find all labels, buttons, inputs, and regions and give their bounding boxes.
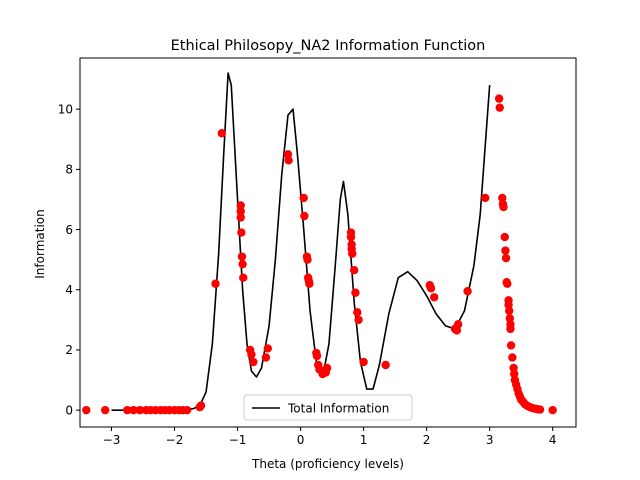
x-tick-label: 3 xyxy=(486,433,494,447)
x-tick-label: −2 xyxy=(166,433,184,447)
scatter-point xyxy=(238,259,247,269)
scatter-point xyxy=(463,287,472,296)
y-tick-label: 6 xyxy=(65,223,73,237)
scatter-point xyxy=(322,363,332,373)
scatter-point xyxy=(263,344,273,353)
scatter-point xyxy=(312,351,322,361)
chart-title: Ethical Philosopy_NA2 Information Functi… xyxy=(171,38,486,54)
x-axis-label: Theta (proficiency levels) xyxy=(251,457,404,471)
scatter-point xyxy=(129,405,138,415)
scatter-point xyxy=(501,246,510,255)
scatter-point xyxy=(359,357,368,367)
scatter-point xyxy=(236,213,245,222)
scatter-point xyxy=(508,353,517,362)
scatter-point xyxy=(501,253,511,263)
scatter-point xyxy=(261,353,271,362)
y-tick-label: 0 xyxy=(65,403,73,417)
legend: Total Information xyxy=(243,394,413,421)
x-tick-label: 0 xyxy=(297,433,305,447)
scatter-point xyxy=(211,279,220,288)
scatter-point xyxy=(300,211,309,221)
scatter-point xyxy=(305,279,314,288)
scatter-point xyxy=(303,255,312,264)
y-tick-label: 4 xyxy=(65,283,73,297)
scatter-point xyxy=(494,94,504,103)
scatter-point xyxy=(535,405,545,414)
scatter-point xyxy=(495,103,504,112)
scatter-point xyxy=(354,315,363,325)
legend-label: Total Information xyxy=(287,402,389,416)
scatter-point xyxy=(548,405,557,415)
scatter-point xyxy=(351,288,360,297)
plot-area xyxy=(82,72,557,415)
axes-frame xyxy=(79,57,577,428)
scatter-point xyxy=(101,405,110,415)
scatter-point xyxy=(504,306,514,316)
scatter-point xyxy=(182,405,192,415)
x-tick-label: 1 xyxy=(360,433,368,447)
scatter-point xyxy=(453,320,463,329)
scatter-point xyxy=(481,193,490,203)
scatter-point xyxy=(499,202,508,212)
scatter-point xyxy=(236,207,245,216)
scatter-point xyxy=(506,341,516,350)
scatter-point xyxy=(299,193,308,203)
scatter-point xyxy=(353,308,362,317)
scatter-point xyxy=(217,129,226,138)
scatter-point xyxy=(348,249,357,258)
scatter-point xyxy=(500,232,509,242)
x-tick-label: 4 xyxy=(549,433,557,447)
series-line-total-information xyxy=(111,72,491,411)
y-tick-label: 2 xyxy=(65,343,73,357)
scatter-point xyxy=(236,201,245,210)
x-tick-label: 2 xyxy=(423,433,431,447)
scatter-point xyxy=(135,405,145,415)
x-tick-label: −3 xyxy=(103,433,121,447)
scatter-point xyxy=(239,273,248,282)
scatter-point xyxy=(503,279,512,288)
scatter-point xyxy=(247,350,256,359)
x-axis-ticks: −3 −2 −1 0 1 2 3 4 xyxy=(103,427,557,447)
scatter-point xyxy=(237,252,247,261)
y-axis-label: Information xyxy=(33,209,47,278)
scatter-point xyxy=(284,156,293,165)
scatter-point xyxy=(349,265,359,275)
scatter-point xyxy=(196,401,206,410)
y-tick-label: 8 xyxy=(65,163,73,177)
scatter-point xyxy=(430,293,439,302)
scatter-point xyxy=(426,284,436,293)
y-tick-label: 10 xyxy=(58,102,73,116)
scatter-point xyxy=(381,360,390,370)
legend-box xyxy=(243,394,413,421)
scatter-point xyxy=(82,405,91,415)
scatter-point xyxy=(346,232,356,242)
y-axis-ticks: 0 2 4 6 8 10 xyxy=(58,102,80,417)
scatter-point xyxy=(249,357,258,367)
x-tick-label: −1 xyxy=(229,433,247,447)
scatter-point xyxy=(123,405,132,415)
scatter-point xyxy=(506,324,515,334)
scatter-point xyxy=(237,228,246,237)
